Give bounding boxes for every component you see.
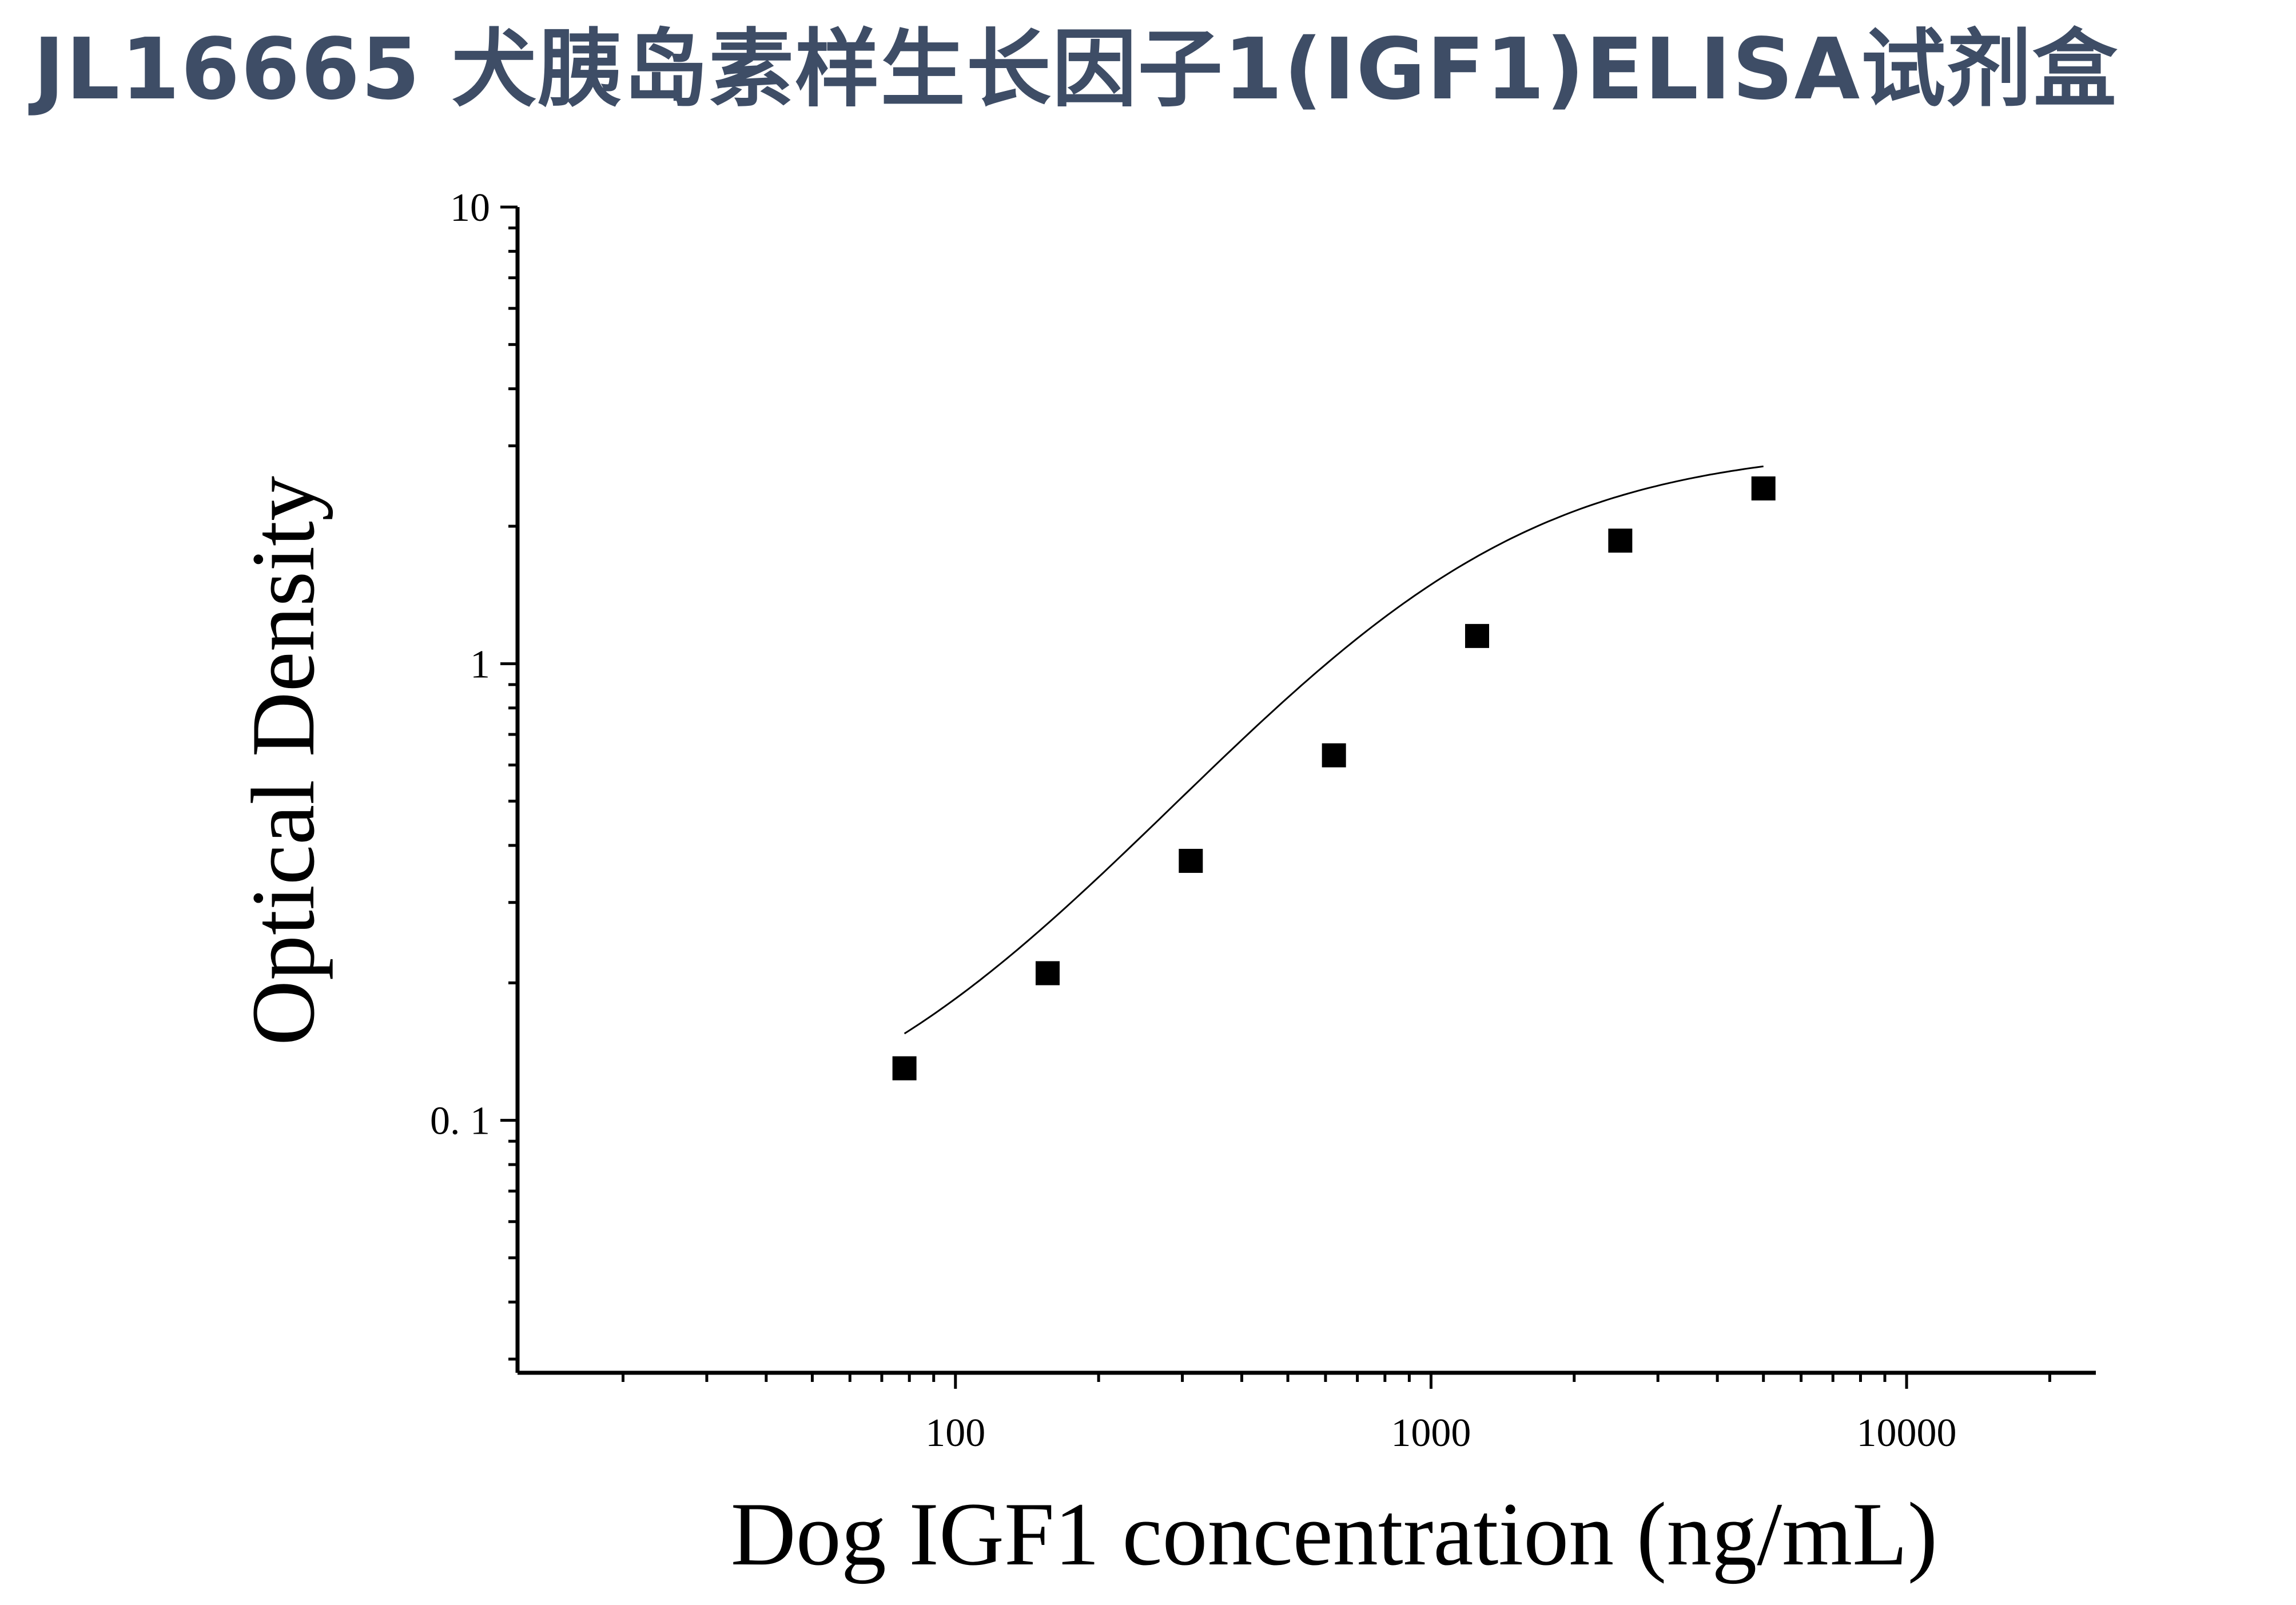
data-point [1322, 743, 1346, 768]
data-points-layer [892, 476, 1776, 1080]
x-tick-label: 10000 [1857, 1411, 1957, 1455]
y-axis-title: Optical Density [233, 476, 333, 1046]
axes [500, 205, 2096, 1389]
x-tick-label: 1000 [1391, 1411, 1471, 1455]
y-tick-label: 10 [450, 186, 490, 230]
data-point [1608, 529, 1633, 553]
data-point [1035, 961, 1060, 986]
fit-curve [904, 465, 1764, 1035]
page-title: JL16665 犬胰岛素样生长因子1(IGF1)ELISA试剂盒 [33, 20, 2119, 118]
y-tick-label: 1 [470, 642, 490, 686]
y-tick-label: 0. 1 [430, 1099, 490, 1143]
data-point [1179, 849, 1203, 873]
data-point [1465, 623, 1490, 648]
data-point [1751, 476, 1776, 500]
fit-curve-layer [904, 465, 1764, 1035]
data-point [892, 1056, 917, 1080]
tick-labels-layer: 100 1000 10000 0. 1 1 10 [430, 186, 1957, 1455]
x-tick-label: 100 [925, 1411, 985, 1455]
x-axis-title: Dog IGF1 concentration (ng/mL) [731, 1484, 1938, 1584]
